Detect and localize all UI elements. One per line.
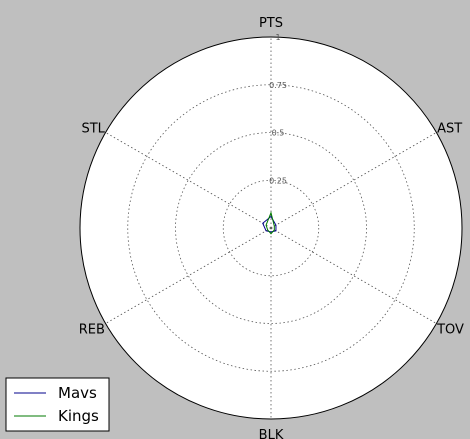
axis-label-ast: AST bbox=[437, 122, 462, 137]
legend-box bbox=[5, 377, 110, 432]
radial-tick-label: 1 bbox=[275, 33, 280, 42]
series-layer bbox=[262, 211, 277, 235]
legend: Mavs Kings bbox=[5, 377, 110, 432]
axis-labels: PTS AST TOV BLK REB STL bbox=[79, 16, 464, 439]
radial-tick-label: 0.75 bbox=[269, 81, 287, 90]
legend-label-mavs: Mavs bbox=[58, 384, 97, 402]
axis-label-pts: PTS bbox=[259, 16, 283, 31]
radial-tick-label: 0.5 bbox=[272, 129, 285, 138]
series-mavs bbox=[262, 215, 277, 233]
series-kings bbox=[265, 211, 275, 235]
axis-label-blk: BLK bbox=[259, 428, 284, 439]
axis-label-tov: TOV bbox=[436, 323, 464, 338]
radial-tick-label: 0.25 bbox=[269, 176, 287, 185]
radial-tick-labels: 0.25 0.5 0.75 1 bbox=[269, 33, 287, 185]
grid-ring-2 bbox=[127, 84, 415, 372]
legend-label-kings: Kings bbox=[58, 407, 99, 425]
grid-ring-1 bbox=[175, 132, 367, 324]
grid-ring-0 bbox=[222, 179, 320, 277]
axis-label-stl: STL bbox=[81, 122, 105, 137]
radar-grid bbox=[105, 37, 437, 419]
axis-label-reb: REB bbox=[79, 323, 105, 338]
